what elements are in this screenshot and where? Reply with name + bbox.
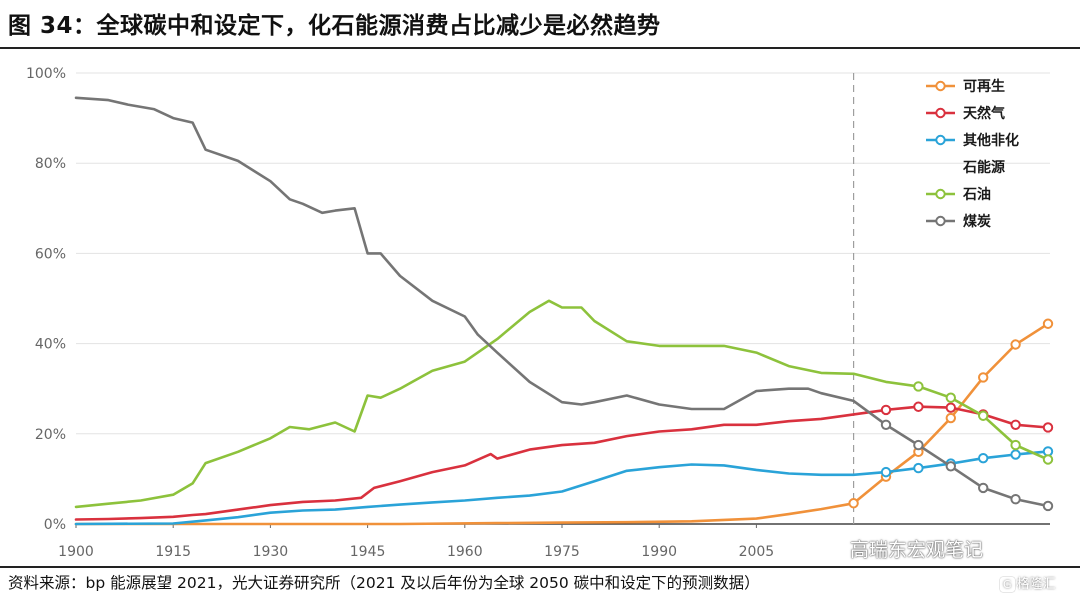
y-tick-label: 60% [35, 246, 66, 262]
series-line [74, 322, 1050, 526]
data-point [880, 419, 892, 430]
data-point [1010, 493, 1021, 505]
series-line [74, 450, 1050, 526]
series-煤炭 [74, 96, 1054, 512]
grid-lines [76, 72, 1050, 525]
logo-text: 格隆汇 [1016, 577, 1056, 592]
series-其他非化石能源 [74, 446, 1054, 526]
x-tick-label: 1945 [350, 544, 386, 560]
data-point [1042, 454, 1054, 465]
data-point [913, 462, 924, 474]
source-divider [0, 566, 1080, 568]
y-tick-label: 100% [26, 66, 66, 82]
legend-swatch-marker [935, 188, 946, 200]
legend-item: 煤炭 [926, 213, 991, 230]
source-note: 资料来源：bp 能源展望 2021，光大证券研究所（2021 及以后年份为全球 … [8, 574, 760, 592]
data-point [880, 404, 892, 416]
watermark-text: 高瑞东宏观笔记 [850, 539, 984, 561]
legend-swatch-marker [935, 215, 946, 227]
legend-label-line2: 石能源 [962, 159, 1005, 176]
data-point [1010, 419, 1021, 430]
title-divider [0, 47, 1080, 49]
legend-swatch-marker [935, 80, 946, 92]
x-tick-label: 1975 [544, 544, 580, 560]
watermark: 高瑞东宏观笔记 [822, 535, 983, 562]
data-point [1042, 318, 1054, 329]
data-point [945, 412, 956, 424]
legend-label: 其他非化 [963, 132, 1019, 149]
y-tick-label: 0% [44, 517, 66, 533]
y-axis: 0% 20% 40% 60% 80% 100% [26, 66, 66, 533]
y-tick-label: 40% [35, 337, 66, 353]
data-point [848, 498, 859, 509]
data-point [880, 466, 892, 478]
data-point [913, 439, 924, 451]
logo-badge: G [1000, 577, 1015, 592]
x-tick-label: 1915 [155, 544, 191, 560]
legend-label: 石油 [962, 186, 991, 203]
x-tick-label: 1960 [447, 544, 483, 560]
legend-label: 可再生 [963, 78, 1005, 95]
y-tick-label: 20% [35, 427, 66, 443]
watermark-logo: G 格隆汇 [1000, 573, 1056, 592]
wechat-icon [822, 541, 846, 559]
legend-label: 天然气 [963, 105, 1005, 122]
x-tick-label: 1990 [641, 544, 677, 560]
data-point [945, 461, 956, 472]
data-point [945, 392, 956, 403]
series-可再生 [74, 318, 1054, 526]
x-tick-label: 2005 [739, 544, 775, 560]
legend-item: 可再生 [926, 78, 1005, 95]
data-point [913, 401, 924, 412]
y-tick-label: 80% [35, 156, 66, 172]
legend-swatch-marker [935, 134, 946, 146]
data-point [913, 381, 924, 392]
data-point [978, 482, 989, 494]
data-point [978, 372, 989, 383]
data-point [978, 410, 989, 421]
series-line [74, 96, 1050, 508]
x-tick-label: 1930 [253, 544, 289, 560]
legend-item: 石油 [926, 186, 991, 203]
data-point [1042, 422, 1054, 433]
data-point [978, 452, 989, 464]
chart-title: 图 34：全球碳中和设定下，化石能源消费占比减少是必然趋势 [8, 13, 661, 39]
legend-item: 天然气 [926, 105, 1005, 122]
data-point [945, 402, 956, 413]
series-layer [74, 96, 1054, 526]
legend-label: 煤炭 [963, 213, 991, 230]
data-point [1010, 339, 1021, 350]
data-point [1042, 500, 1054, 512]
data-point [1010, 439, 1021, 451]
x-tick-label: 1900 [58, 544, 94, 560]
data-point [1010, 449, 1021, 460]
x-axis: 1900 1915 1930 1945 1960 1975 1990 2005 [58, 524, 774, 560]
legend-swatch-marker [935, 107, 946, 119]
series-石油 [74, 299, 1054, 509]
series-line [74, 299, 1050, 509]
